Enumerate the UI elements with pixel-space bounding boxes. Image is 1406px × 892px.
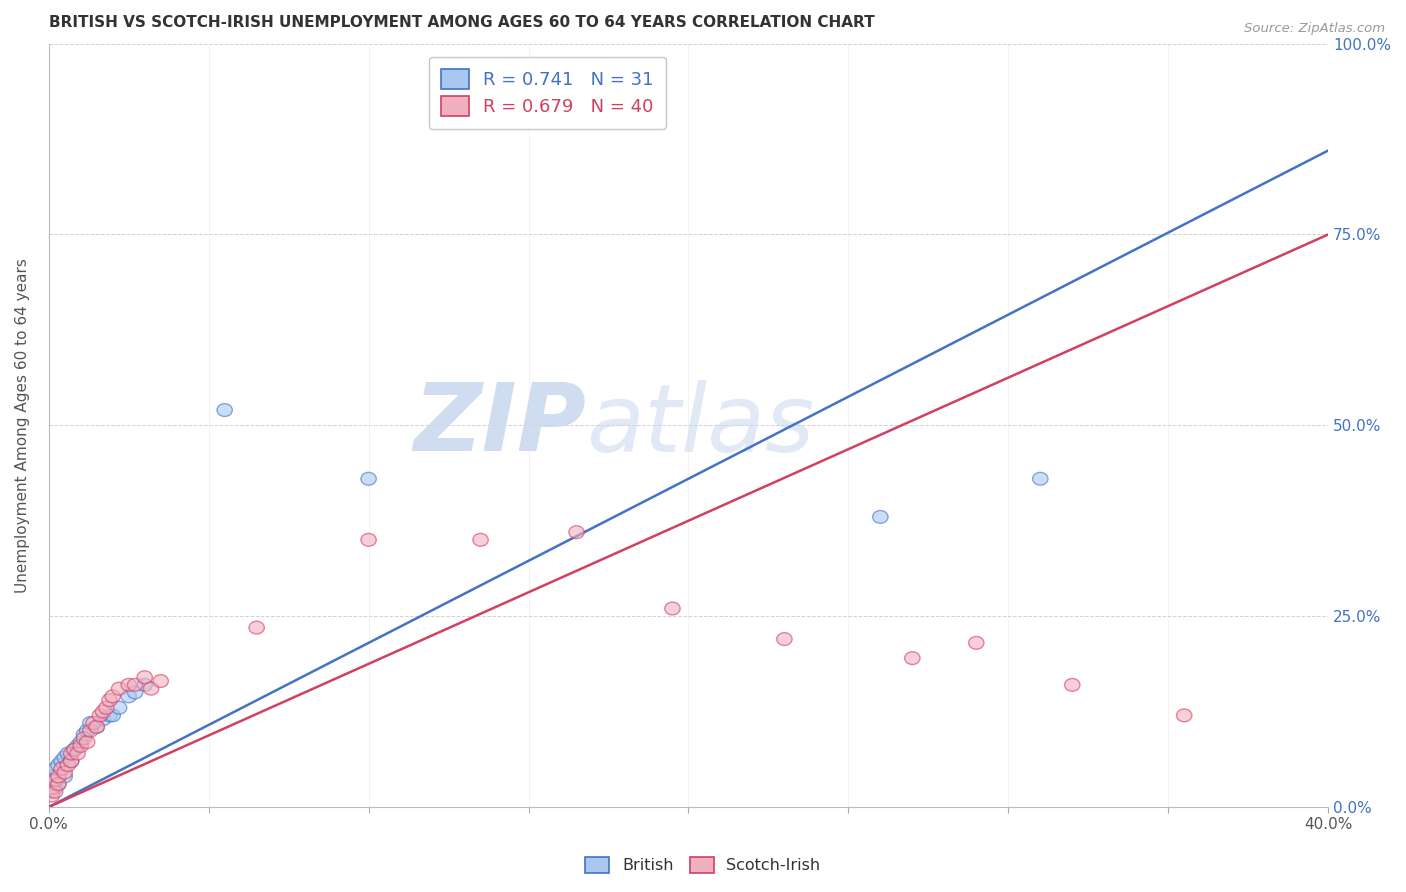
Ellipse shape [569,525,583,539]
Ellipse shape [101,709,117,722]
Ellipse shape [60,758,76,772]
Ellipse shape [1064,679,1080,691]
Ellipse shape [76,731,91,745]
Ellipse shape [66,743,82,756]
Ellipse shape [361,473,377,485]
Ellipse shape [51,778,66,790]
Ellipse shape [128,686,143,699]
Ellipse shape [44,778,59,790]
Text: ZIP: ZIP [413,379,586,471]
Ellipse shape [153,674,169,688]
Ellipse shape [136,671,152,683]
Ellipse shape [53,763,69,775]
Ellipse shape [776,632,792,646]
Ellipse shape [80,724,94,737]
Ellipse shape [63,755,79,768]
Ellipse shape [53,755,69,768]
Ellipse shape [48,785,63,798]
Y-axis label: Unemployment Among Ages 60 to 64 years: Unemployment Among Ages 60 to 64 years [15,258,30,593]
Text: BRITISH VS SCOTCH-IRISH UNEMPLOYMENT AMONG AGES 60 TO 64 YEARS CORRELATION CHART: BRITISH VS SCOTCH-IRISH UNEMPLOYMENT AMO… [49,15,875,30]
Ellipse shape [128,679,143,691]
Ellipse shape [96,706,111,718]
Ellipse shape [83,716,98,730]
Ellipse shape [361,533,377,546]
Ellipse shape [89,721,104,733]
Ellipse shape [111,682,127,695]
Ellipse shape [60,747,76,760]
Text: Source: ZipAtlas.com: Source: ZipAtlas.com [1244,22,1385,36]
Ellipse shape [121,690,136,703]
Ellipse shape [472,533,488,546]
Ellipse shape [63,747,79,760]
Ellipse shape [73,736,89,748]
Ellipse shape [76,728,91,741]
Ellipse shape [44,781,59,794]
Ellipse shape [44,785,59,798]
Ellipse shape [136,679,152,691]
Ellipse shape [83,724,98,737]
Ellipse shape [93,709,108,722]
Legend: British, Scotch-Irish: British, Scotch-Irish [579,850,827,880]
Ellipse shape [48,774,63,787]
Ellipse shape [58,770,73,783]
Ellipse shape [51,758,66,772]
Legend: R = 0.741   N = 31, R = 0.679   N = 40: R = 0.741 N = 31, R = 0.679 N = 40 [429,56,666,128]
Ellipse shape [63,755,79,768]
Ellipse shape [665,602,681,615]
Ellipse shape [1032,473,1047,485]
Ellipse shape [70,747,86,760]
Ellipse shape [48,781,63,794]
Ellipse shape [66,743,82,756]
Ellipse shape [98,701,114,714]
Ellipse shape [105,709,121,722]
Ellipse shape [80,736,94,748]
Ellipse shape [101,694,117,706]
Ellipse shape [48,774,63,787]
Ellipse shape [48,763,63,775]
Ellipse shape [44,789,59,802]
Ellipse shape [121,679,136,691]
Ellipse shape [70,739,86,752]
Text: atlas: atlas [586,380,814,471]
Ellipse shape [217,404,232,417]
Ellipse shape [105,690,121,703]
Ellipse shape [96,713,111,725]
Ellipse shape [73,739,89,752]
Ellipse shape [58,766,73,779]
Ellipse shape [904,652,920,665]
Ellipse shape [44,770,59,783]
Ellipse shape [111,701,127,714]
Ellipse shape [51,770,66,783]
Ellipse shape [969,637,984,649]
Ellipse shape [51,778,66,790]
Ellipse shape [58,751,73,764]
Ellipse shape [873,510,889,524]
Ellipse shape [1177,709,1192,722]
Ellipse shape [89,721,104,733]
Ellipse shape [86,716,101,730]
Ellipse shape [143,682,159,695]
Ellipse shape [249,621,264,634]
